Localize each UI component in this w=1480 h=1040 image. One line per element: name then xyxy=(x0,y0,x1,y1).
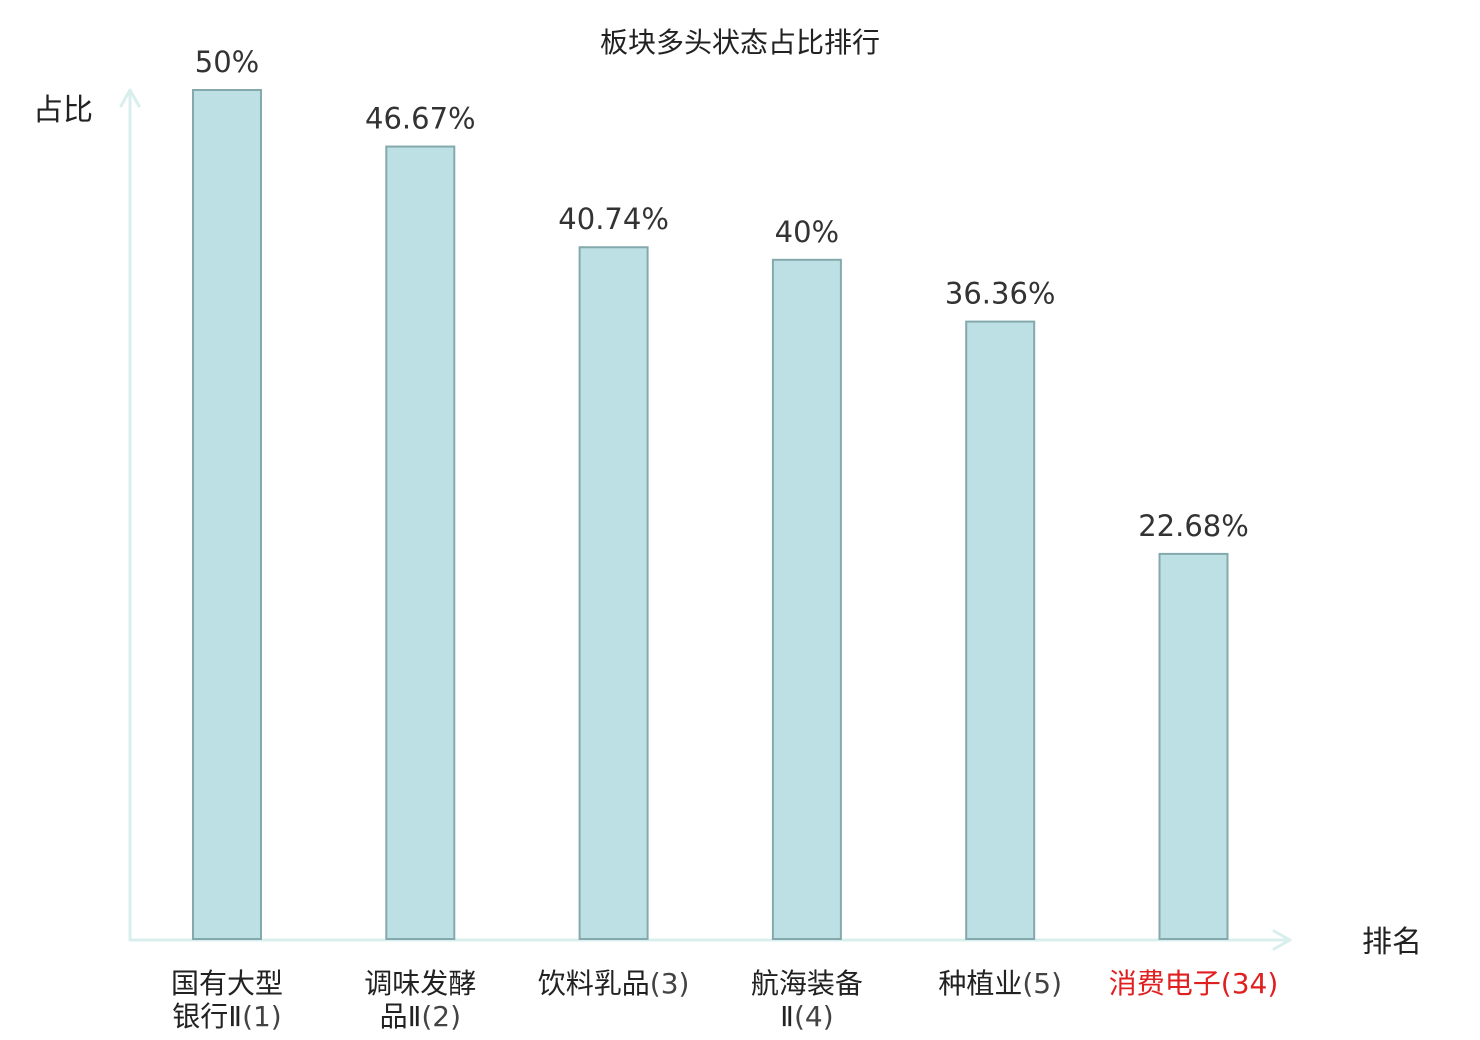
category-name: 品Ⅱ xyxy=(380,1000,422,1033)
category-rank: (2) xyxy=(421,1000,461,1033)
bar xyxy=(385,145,456,940)
category-label: 饮料乳品(3) xyxy=(538,967,690,1000)
bar xyxy=(192,89,262,940)
category-name: 银行Ⅱ xyxy=(172,1000,242,1033)
category-name: 种植业 xyxy=(938,967,1022,1000)
value-label: 36.36% xyxy=(945,277,1056,311)
category-name: 消费电子 xyxy=(1109,967,1221,1000)
category-name: 饮料乳品 xyxy=(538,967,650,1000)
category-label: 消费电子(34) xyxy=(1109,967,1279,1000)
x-axis-arrow xyxy=(1272,929,1292,951)
category-name: Ⅱ xyxy=(780,1000,794,1033)
category-name: 航海装备 xyxy=(751,967,863,1000)
bar xyxy=(1158,552,1229,941)
bars-group xyxy=(192,89,1229,941)
value-label: 40% xyxy=(775,215,839,249)
chart-title: 板块多头状态占比排行 xyxy=(600,26,880,59)
category-label: 国有大型 xyxy=(171,967,283,1000)
category-name: 国有大型 xyxy=(171,967,283,1000)
bar xyxy=(578,246,649,940)
category-rank: (4) xyxy=(794,1000,834,1033)
x-axis-label: 排名 xyxy=(1362,925,1422,960)
category-label: Ⅱ(4) xyxy=(780,1000,833,1033)
category-rank: (1) xyxy=(242,1000,282,1033)
axes xyxy=(119,88,1292,951)
value-label: 50% xyxy=(195,45,259,79)
value-label: 40.74% xyxy=(558,202,669,236)
category-label: 种植业(5) xyxy=(938,967,1062,1000)
value-label: 22.68% xyxy=(1138,509,1249,543)
category-label: 航海装备 xyxy=(751,967,863,1000)
category-rank: (5) xyxy=(1022,967,1062,1000)
category-rank: (3) xyxy=(650,967,690,1000)
category-label: 银行Ⅱ(1) xyxy=(172,1000,281,1033)
category-label: 调味发酵 xyxy=(364,967,476,1000)
category-label: 品Ⅱ(2) xyxy=(380,1000,461,1033)
y-axis-label: 占比 xyxy=(33,93,93,128)
y-axis-arrow xyxy=(119,88,141,108)
value-labels-group: 50% 46.67% 40.74% 40% 36.36% 22.68% xyxy=(195,45,1249,543)
bar xyxy=(965,320,1036,941)
value-label: 46.67% xyxy=(365,102,476,136)
category-rank: (34) xyxy=(1221,967,1278,1000)
category-name: 调味发酵 xyxy=(364,967,476,1000)
bar xyxy=(771,258,842,940)
